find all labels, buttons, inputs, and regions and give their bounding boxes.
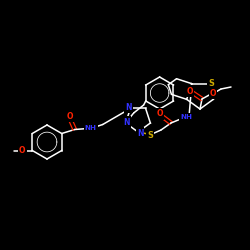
Text: NH: NH — [180, 114, 192, 120]
Text: O: O — [210, 88, 216, 98]
Text: S: S — [147, 130, 153, 140]
Text: S: S — [208, 79, 214, 88]
Text: N: N — [137, 128, 143, 138]
Text: O: O — [157, 110, 163, 118]
Text: O: O — [66, 112, 73, 121]
Text: O: O — [19, 146, 26, 155]
Text: N: N — [125, 103, 132, 112]
Text: N: N — [124, 118, 130, 126]
Text: NH: NH — [85, 124, 97, 130]
Text: O: O — [187, 86, 193, 96]
